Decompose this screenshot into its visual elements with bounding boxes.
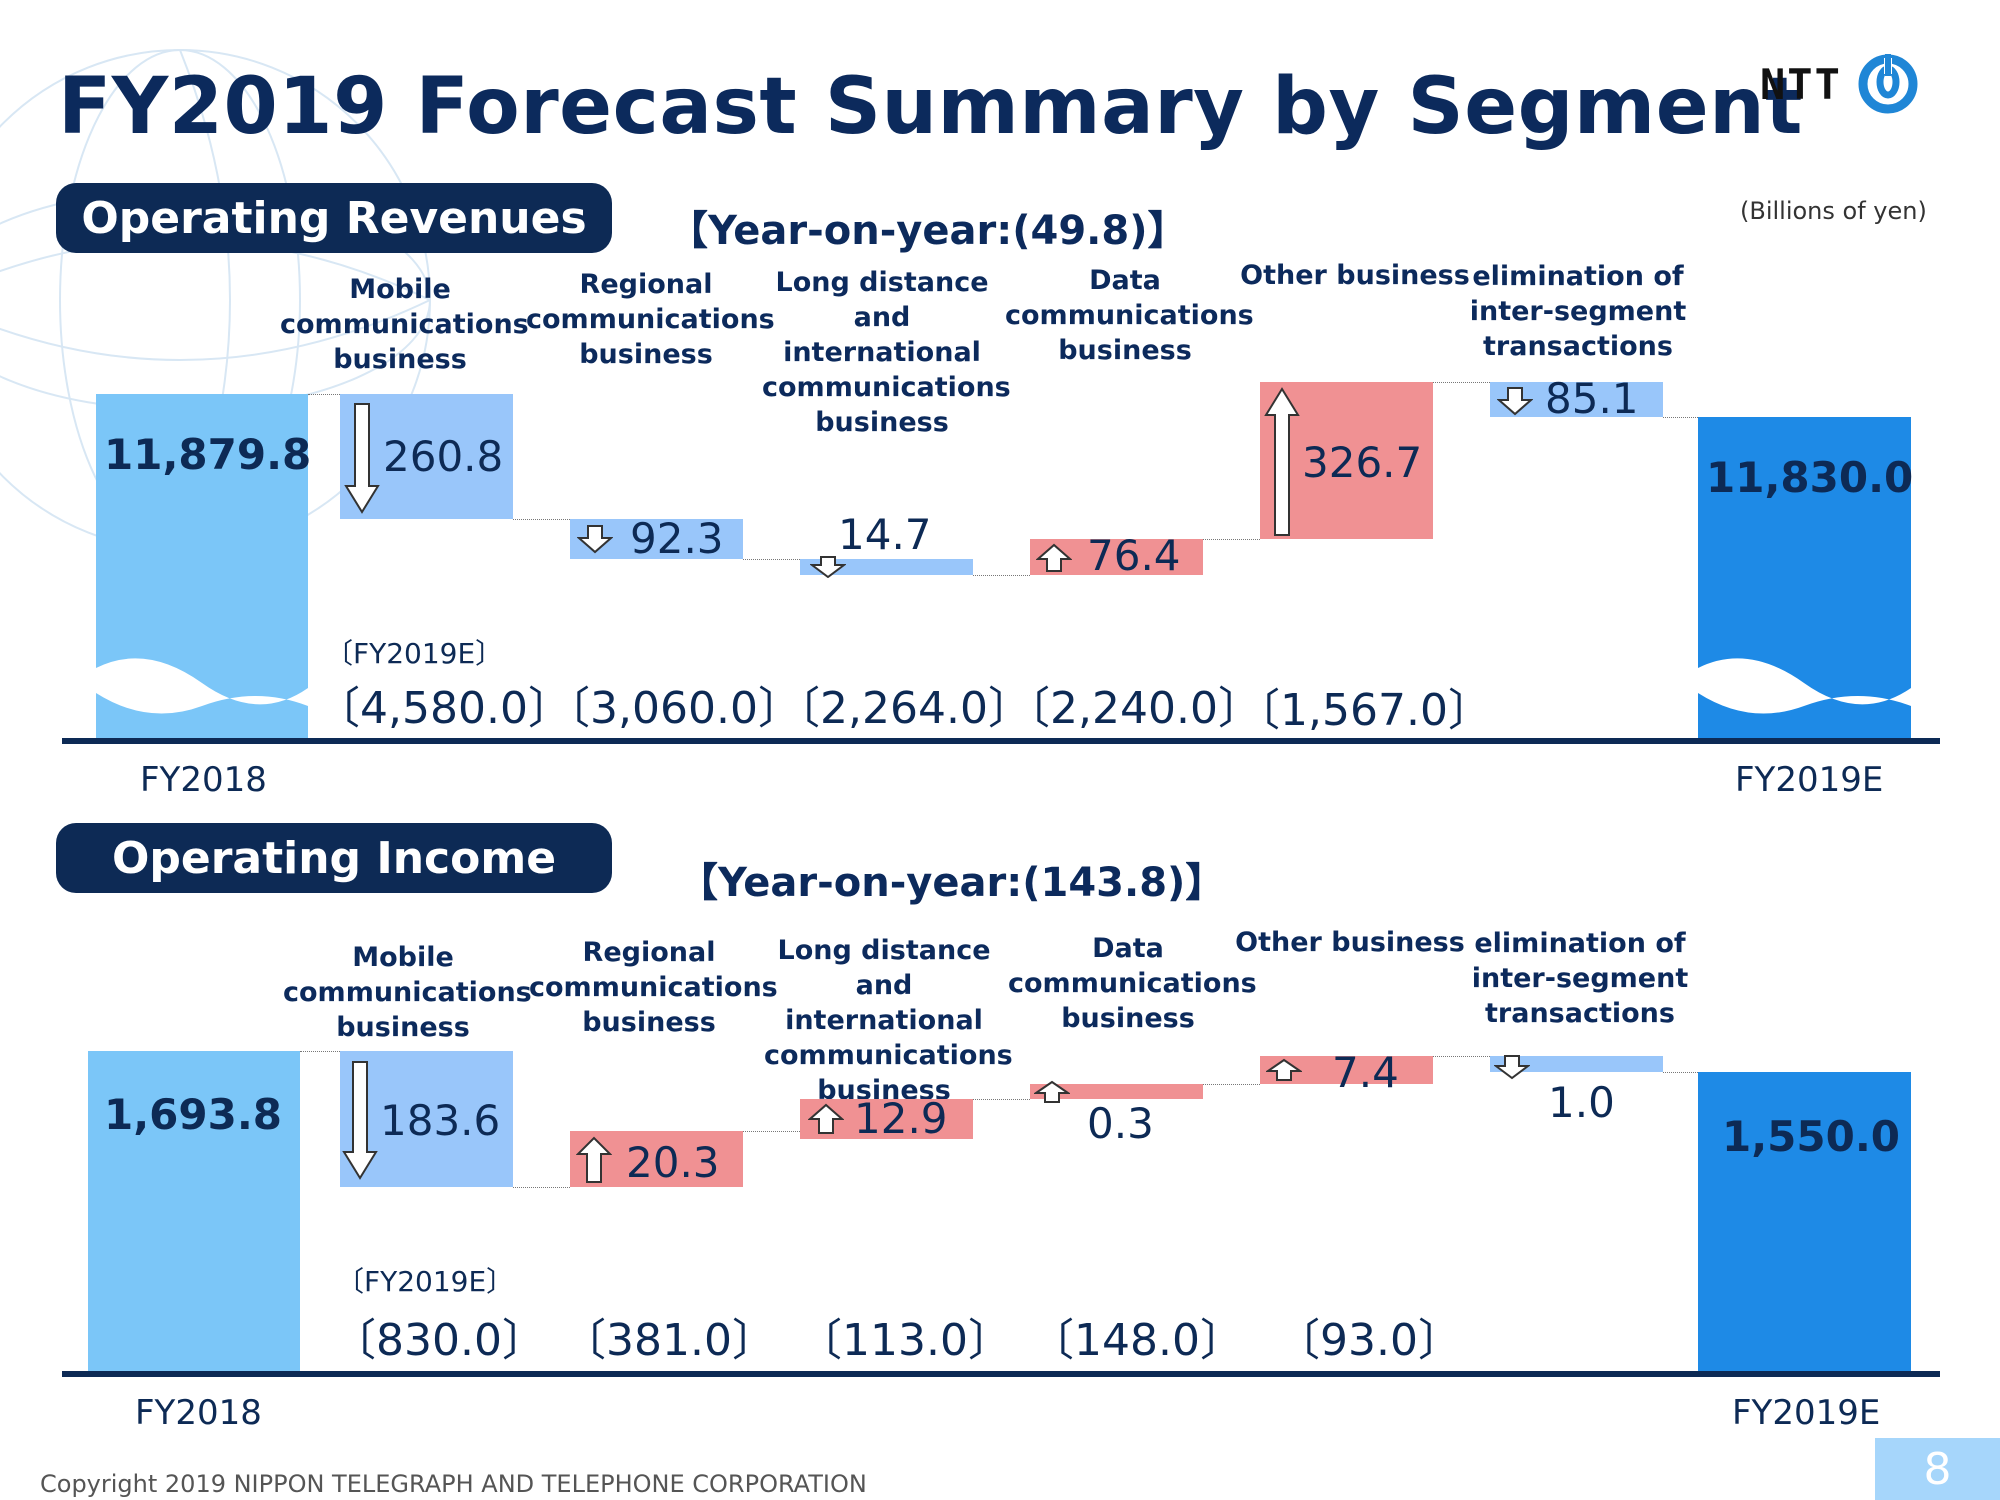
up-arrow-icon: [1266, 1058, 1302, 1081]
income-forecast: 〔830.0〕: [332, 1315, 546, 1366]
income-x-label-end: FY2019E: [1732, 1393, 1881, 1433]
income-forecast: 〔113.0〕: [798, 1315, 1012, 1366]
revenue-forecast: 〔4,580.0〕: [316, 683, 572, 734]
down-arrow-icon: [810, 556, 846, 578]
connector-line: [973, 575, 1030, 576]
down-arrow-icon: [577, 525, 613, 554]
up-arrow-icon: [1264, 387, 1300, 536]
up-arrow-icon: [1036, 543, 1072, 572]
connector-line: [513, 519, 570, 520]
revenue-delta-value: 76.4: [1087, 531, 1181, 580]
income-yoy: 【Year-on-year:(143.8)】: [678, 860, 1226, 906]
income-start-value: 1,693.8: [104, 1090, 283, 1139]
forecast-header: 〔FY2019E〕: [336, 1265, 515, 1298]
revenue-cat-label: Mobile communications business: [280, 274, 529, 375]
connector-line: [1663, 417, 1698, 418]
down-arrow-icon: [1494, 1055, 1530, 1080]
down-arrow-icon: [1497, 387, 1533, 416]
revenue-forecast: 〔2,240.0〕: [1006, 683, 1262, 734]
income-delta-bar-data: [1030, 1084, 1203, 1099]
income-x-label-start: FY2018: [135, 1393, 262, 1433]
unit-label: (Billions of yen): [1740, 197, 1927, 225]
page-number: 8: [1875, 1438, 2000, 1500]
revenue-start-value: 11,879.8: [104, 430, 312, 479]
revenue-x-label-end: FY2019E: [1735, 760, 1884, 800]
revenue-cat-label: Regional communications business: [526, 269, 775, 370]
revenue-forecast: 〔2,264.0〕: [776, 683, 1032, 734]
income-delta-value: 20.3: [626, 1138, 720, 1187]
connector-line: [743, 559, 800, 560]
revenue-x-label-start: FY2018: [140, 760, 267, 800]
income-end-value: 1,550.0: [1722, 1112, 1901, 1161]
revenue-forecast: 〔3,060.0〕: [546, 683, 802, 734]
connector-line: [1663, 1072, 1698, 1073]
connector-line: [743, 1131, 800, 1132]
copyright-text: Copyright 2019 NIPPON TELEGRAPH AND TELE…: [40, 1470, 867, 1498]
income-cat-label: Long distance and international communic…: [764, 935, 1013, 1106]
revenue-delta-bar-long-distance: [800, 559, 973, 575]
income-delta-value: 7.4: [1332, 1048, 1399, 1097]
revenue-end-value: 11,830.0: [1706, 453, 1914, 502]
income-cat-label: elimination of inter-segment transaction…: [1471, 928, 1689, 1029]
connector-line: [1203, 539, 1260, 540]
ntt-logo: NTT: [1760, 52, 1920, 116]
revenue-cat-label: Data communications business: [1005, 265, 1254, 366]
wave-decoration: [96, 658, 308, 714]
income-delta-value: 12.9: [854, 1094, 948, 1143]
up-arrow-icon: [1034, 1080, 1070, 1103]
income-delta-bar-elimination: [1490, 1056, 1663, 1072]
logo-text: NTT: [1760, 59, 1842, 109]
wave-decoration: [1698, 658, 1911, 714]
connector-line: [308, 394, 340, 395]
income-cat-label: Data communications business: [1008, 933, 1257, 1034]
income-section-label: Operating Income: [56, 823, 612, 893]
revenue-delta-value: 92.3: [630, 514, 724, 563]
income-cat-label: Regional communications business: [529, 937, 778, 1038]
income-forecast: 〔93.0〕: [1276, 1315, 1462, 1366]
up-arrow-icon: [576, 1136, 612, 1183]
connector-line: [300, 1051, 340, 1052]
revenue-yoy: 【Year-on-year:(49.8)】: [668, 208, 1188, 254]
down-arrow-icon: [342, 1061, 378, 1180]
revenue-cat-label: Other business: [1240, 260, 1470, 291]
income-cat-label: Other business: [1235, 927, 1465, 958]
income-forecast: 〔381.0〕: [562, 1315, 776, 1366]
revenue-delta-value: 260.8: [383, 432, 504, 481]
income-delta-value: 1.0: [1548, 1078, 1615, 1127]
income-start-bar: [88, 1051, 300, 1371]
revenue-delta-value: 14.7: [838, 510, 932, 559]
connector-line: [1433, 382, 1490, 383]
revenue-cat-label: elimination of inter-segment transaction…: [1469, 261, 1687, 362]
forecast-header: 〔FY2019E〕: [325, 637, 504, 670]
income-delta-value: 183.6: [380, 1096, 501, 1145]
income-cat-label: Mobile communications business: [283, 942, 532, 1043]
revenue-delta-value: 326.7: [1302, 438, 1423, 487]
ntt-logo-icon: [1858, 54, 1918, 114]
income-end-bar: [1698, 1072, 1911, 1371]
revenue-forecast: 〔1,567.0〕: [1236, 685, 1492, 736]
revenue-start-bar: [96, 394, 308, 738]
revenue-section-label: Operating Revenues: [56, 183, 612, 253]
page-title: FY2019 Forecast Summary by Segment: [58, 62, 1803, 152]
revenue-baseline: [62, 738, 1940, 744]
revenue-end-bar: [1698, 417, 1911, 738]
up-arrow-icon: [808, 1103, 844, 1134]
connector-line: [1203, 1084, 1260, 1085]
down-arrow-icon: [344, 403, 380, 514]
connector-line: [513, 1187, 570, 1188]
connector-line: [1433, 1056, 1490, 1057]
income-baseline: [62, 1371, 1940, 1377]
income-delta-value: 0.3: [1087, 1099, 1154, 1148]
revenue-delta-value: 85.1: [1545, 374, 1639, 423]
income-forecast: 〔148.0〕: [1030, 1315, 1244, 1366]
connector-line: [973, 1099, 1030, 1100]
revenue-cat-label: Long distance and international communic…: [762, 267, 1011, 438]
